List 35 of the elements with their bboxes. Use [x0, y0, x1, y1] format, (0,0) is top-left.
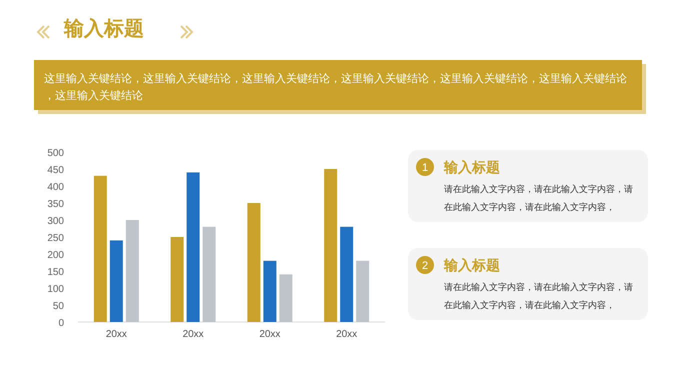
x-tick-label: 20xx [182, 329, 204, 340]
bar [279, 274, 292, 322]
x-tick-label: 20xx [106, 329, 127, 340]
y-tick-label: 0 [58, 318, 64, 329]
y-tick-label: 150 [47, 267, 64, 278]
text: 2 [422, 260, 428, 272]
y-tick-label: 50 [52, 301, 64, 312]
bar [170, 237, 184, 322]
bar [126, 220, 139, 322]
text: 1 [422, 162, 428, 174]
y-tick-label: 500 [47, 148, 64, 159]
bar [324, 169, 338, 322]
y-tick-label: 400 [47, 182, 64, 193]
y-tick-label: 450 [47, 165, 64, 176]
bar [340, 226, 354, 322]
bar [247, 203, 260, 322]
x-tick-label: 20xx [336, 329, 358, 340]
text: 请在此输入文字内容，请在此输入文字内容，请在此输入文字内容，请在此输入文字内容， [444, 184, 633, 212]
y-tick-label: 300 [47, 216, 64, 227]
bar [94, 176, 107, 322]
chart-subtitle: 这里输入关键结论，这里输入关键结论，这里输入关键结论，这里输入关键结论，这里输入关键结论，这里输入关键结论，这里输入关键结论 [44, 72, 627, 102]
bar [356, 260, 370, 322]
text: 请在此输入文字内容，请在此输入文字内容，请在此输入文字内容，请在此输入文字内容， [444, 282, 633, 310]
chart-title: 输入标题 [63, 17, 144, 40]
bar [263, 260, 276, 322]
y-tick-label: 250 [47, 233, 64, 244]
bar [202, 226, 216, 322]
y-tick-label: 200 [47, 250, 64, 261]
text: 输入标题 [443, 159, 500, 175]
bar [186, 172, 200, 322]
text: 输入标题 [443, 257, 500, 273]
y-tick-label: 350 [47, 199, 64, 210]
bar [110, 240, 123, 322]
x-tick-label: 20xx [259, 329, 280, 340]
y-tick-label: 100 [47, 284, 64, 295]
